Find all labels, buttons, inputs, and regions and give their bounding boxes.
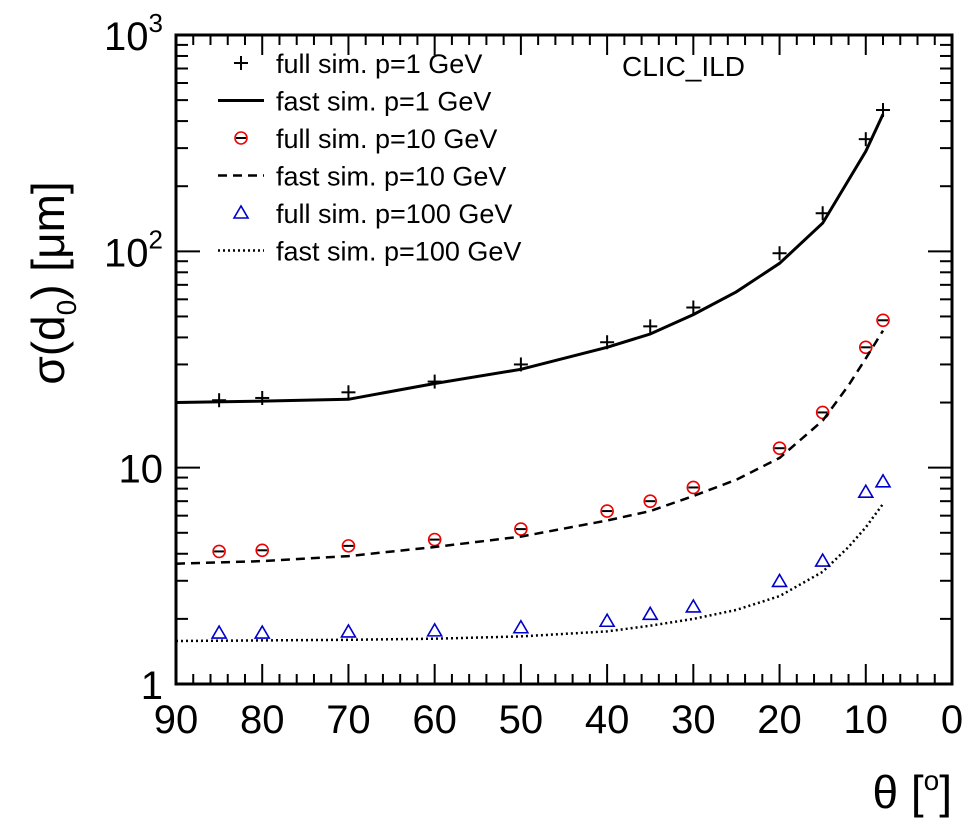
legend-entry: full sim. p=100 GeV xyxy=(232,199,512,229)
data-point xyxy=(876,313,890,328)
legend-entry: full sim. p=1 GeV xyxy=(234,49,482,79)
data-point xyxy=(772,441,787,456)
data-point xyxy=(427,532,442,547)
data-point xyxy=(684,598,702,613)
data-point xyxy=(253,624,271,639)
legend-entry: fast sim. p=100 GeV xyxy=(218,237,521,267)
series-line xyxy=(175,113,885,404)
y-tick-label: 102 xyxy=(104,224,163,275)
series-layer xyxy=(175,103,892,643)
series-4 xyxy=(175,329,885,565)
y-tick-label: 1 xyxy=(141,664,163,708)
data-point xyxy=(598,612,616,628)
x-tick-label: 30 xyxy=(671,698,716,742)
x-tick-label: 70 xyxy=(326,698,371,742)
marker-circle xyxy=(427,532,442,547)
y-axis-title-main: σ(d xyxy=(22,315,74,384)
data-point xyxy=(857,483,875,499)
data-point xyxy=(255,543,270,558)
marker-circle xyxy=(255,543,270,558)
legend-label: full sim. p=1 GeV xyxy=(276,49,482,79)
detector-annotation: CLIC_ILD xyxy=(622,51,745,82)
legend-symbol xyxy=(234,56,248,70)
legend-symbol xyxy=(234,131,248,145)
marker-circle xyxy=(876,313,890,328)
data-point xyxy=(341,539,356,553)
axis-ticks xyxy=(175,35,953,685)
data-point xyxy=(643,494,658,508)
marker-circle xyxy=(341,539,356,553)
legend-entry: fast sim. p=10 GeV xyxy=(218,162,506,192)
data-point xyxy=(815,405,830,420)
legend-entry: full sim. p=10 GeV xyxy=(234,124,497,154)
marker-circle xyxy=(600,504,614,518)
legend-label: fast sim. p=10 GeV xyxy=(276,162,506,192)
data-point xyxy=(212,544,226,559)
legend: full sim. p=1 GeV fast sim. p=1 GeV full s… xyxy=(218,49,521,267)
x-tick-label: 80 xyxy=(240,698,285,742)
y-tick-label: 103 xyxy=(104,8,163,59)
marker-circle xyxy=(686,480,701,495)
x-tick-label: 20 xyxy=(757,698,802,742)
marker-circle xyxy=(815,405,830,420)
series-line xyxy=(175,329,885,565)
x-tick-label: 10 xyxy=(844,698,889,742)
series-line xyxy=(175,503,885,643)
data-point xyxy=(814,552,832,567)
x-tick-label: 90 xyxy=(154,698,199,742)
plot-frame xyxy=(174,33,954,686)
marker-circle xyxy=(234,131,248,145)
data-point xyxy=(858,340,873,355)
x-axis-title-sup: o xyxy=(924,765,940,796)
data-point xyxy=(686,300,701,315)
legend-entry: fast sim. p=1 GeV xyxy=(218,87,491,117)
y-axis-title-sub: 0 xyxy=(51,300,82,316)
legend-symbol xyxy=(232,204,250,219)
data-point xyxy=(255,390,270,405)
x-axis-title: θ [o] xyxy=(872,765,952,818)
marker-circle xyxy=(212,544,226,559)
marker-circle xyxy=(643,494,658,508)
data-point xyxy=(514,522,528,536)
data-point xyxy=(600,504,614,518)
legend-label: fast sim. p=100 GeV xyxy=(276,237,521,267)
marker-circle xyxy=(514,522,528,536)
data-point xyxy=(771,572,788,588)
marker-circle xyxy=(858,340,873,355)
x-tick-label: 50 xyxy=(499,698,544,742)
legend-label: full sim. p=10 GeV xyxy=(276,124,497,154)
tick-labels: 90 80 70 60 50 40 30 20 10 0 1 10 102 103 xyxy=(104,8,963,742)
data-point xyxy=(643,319,658,334)
series-6 xyxy=(175,503,885,643)
series-2 xyxy=(175,113,885,404)
x-tick-label: 60 xyxy=(412,698,457,742)
x-axis-title-tail: ] xyxy=(939,766,952,818)
data-point xyxy=(641,605,659,621)
y-axis-title-tail: ) [μm] xyxy=(22,181,74,299)
series-3 xyxy=(212,313,890,559)
x-tick-label: 40 xyxy=(585,698,630,742)
legend-label: fast sim. p=1 GeV xyxy=(276,87,491,117)
y-axis-title: σ(d0) [μm] xyxy=(22,181,82,384)
series-5 xyxy=(210,473,892,639)
x-tick-label: 0 xyxy=(941,698,963,742)
marker-circle xyxy=(772,441,787,456)
data-point xyxy=(426,622,444,637)
data-point xyxy=(874,473,892,488)
data-point xyxy=(512,619,530,634)
data-point xyxy=(340,623,357,638)
data-point xyxy=(341,385,356,400)
x-axis-title-main: θ [ xyxy=(872,766,923,818)
data-point xyxy=(686,480,701,495)
legend-label: full sim. p=100 GeV xyxy=(276,199,512,229)
y-tick-label: 10 xyxy=(119,448,164,492)
data-point xyxy=(210,624,228,639)
data-point xyxy=(772,246,787,261)
